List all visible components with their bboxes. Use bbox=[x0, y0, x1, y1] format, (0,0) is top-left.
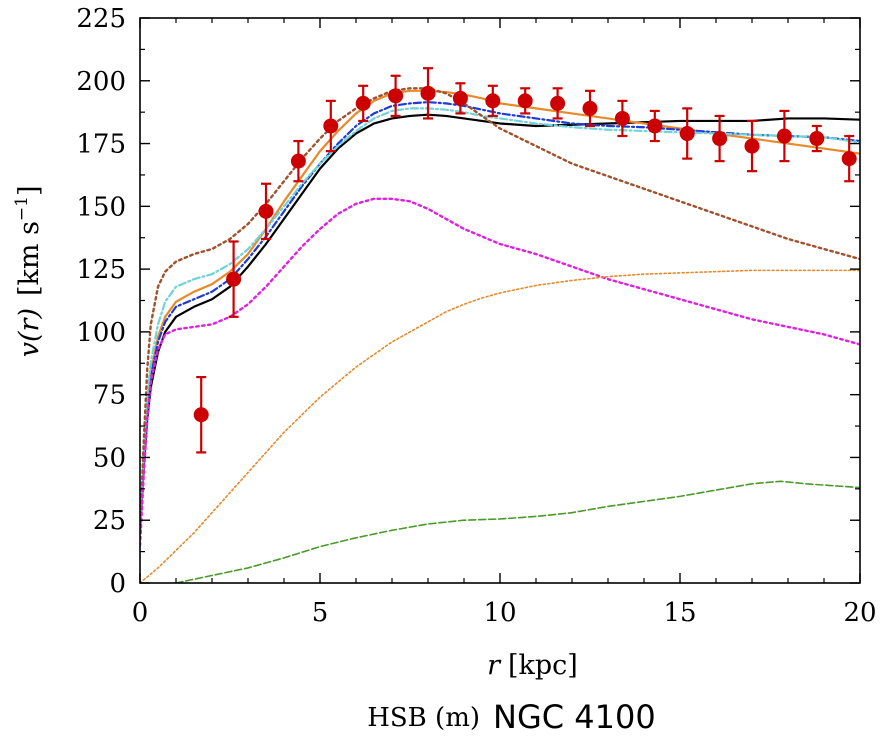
data-marker bbox=[193, 407, 209, 423]
data-marker bbox=[323, 118, 339, 134]
x-axis-var: r bbox=[487, 650, 502, 681]
y-tick-label: 25 bbox=[93, 506, 126, 536]
title-prefix: HSB (m) bbox=[367, 703, 480, 733]
y-tick-label: 125 bbox=[76, 255, 126, 285]
series-magenta_dotted bbox=[140, 197, 860, 547]
data-marker bbox=[550, 95, 566, 111]
data-point-13 bbox=[614, 99, 630, 138]
chart-title: HSB (m) NGC 4100 bbox=[367, 698, 656, 736]
data-marker bbox=[776, 128, 792, 144]
data-point-5 bbox=[355, 84, 371, 123]
data-point-10 bbox=[517, 87, 533, 115]
data-marker bbox=[517, 93, 533, 109]
x-tick-label: 0 bbox=[132, 598, 149, 628]
x-tick-label: 20 bbox=[843, 598, 876, 628]
x-axis-unit: [kpc] bbox=[508, 650, 578, 681]
data-point-6 bbox=[388, 74, 404, 118]
model-curves bbox=[140, 87, 860, 583]
data-marker bbox=[355, 95, 371, 111]
data-point-1 bbox=[226, 240, 242, 318]
svg-text:[km s−1]: [km s−1] bbox=[12, 185, 45, 296]
data-marker bbox=[388, 88, 404, 104]
data-marker bbox=[582, 100, 598, 116]
data-marker bbox=[744, 138, 760, 154]
data-marker bbox=[614, 110, 630, 126]
series-brown_dotted bbox=[140, 87, 860, 534]
y-tick-label: 75 bbox=[93, 381, 126, 411]
data-point-12 bbox=[582, 89, 598, 128]
y-tick-label: 225 bbox=[76, 4, 126, 34]
data-point-17 bbox=[744, 119, 760, 173]
data-marker bbox=[290, 153, 306, 169]
y-axis-var: v(r) bbox=[14, 308, 45, 357]
y-axis-unit-exponent: −1 bbox=[12, 196, 32, 221]
data-marker bbox=[226, 271, 242, 287]
data-marker bbox=[841, 151, 857, 167]
data-marker bbox=[712, 131, 728, 147]
y-tick-label: 50 bbox=[93, 443, 126, 473]
series-green_dashed bbox=[175, 480, 860, 583]
data-point-7 bbox=[420, 67, 436, 120]
y-tick-label: 150 bbox=[76, 192, 126, 222]
data-point-20 bbox=[841, 134, 857, 183]
series-orange_dotted bbox=[140, 269, 860, 583]
data-point-16 bbox=[712, 114, 728, 163]
data-point-2 bbox=[258, 182, 274, 241]
data-marker bbox=[420, 85, 436, 101]
data-point-8 bbox=[452, 82, 468, 115]
x-tick-label: 15 bbox=[663, 598, 696, 628]
data-point-19 bbox=[809, 124, 825, 153]
x-tick-label: 10 bbox=[483, 598, 516, 628]
y-axis-unit-close: ] bbox=[14, 185, 45, 196]
y-tick-label: 100 bbox=[76, 318, 126, 348]
x-tick-label: 5 bbox=[312, 598, 329, 628]
data-point-0 bbox=[193, 375, 209, 454]
data-point-11 bbox=[550, 87, 566, 120]
y-tick-label: 175 bbox=[76, 130, 126, 160]
data-point-4 bbox=[323, 99, 339, 153]
data-point-15 bbox=[679, 107, 695, 160]
data-marker bbox=[809, 131, 825, 147]
data-point-18 bbox=[776, 109, 792, 163]
data-marker bbox=[258, 203, 274, 219]
data-point-3 bbox=[290, 139, 306, 183]
y-axis-unit: [km s bbox=[14, 221, 45, 296]
data-marker bbox=[647, 118, 663, 134]
y-tick-label: 200 bbox=[76, 67, 126, 97]
observed-data-points bbox=[193, 67, 857, 454]
series-total_black bbox=[140, 113, 860, 533]
y-axis-label: v(r) [km s−1] bbox=[12, 185, 45, 357]
data-point-14 bbox=[647, 109, 663, 143]
data-marker bbox=[452, 90, 468, 106]
data-marker bbox=[485, 93, 501, 109]
title-main: NGC 4100 bbox=[493, 698, 656, 736]
x-axis-label: r [kpc] bbox=[487, 650, 578, 681]
data-marker bbox=[679, 126, 695, 142]
axes: 0 25 50 75 100 125 150 175 200 225 0 5 10 15 20 bbox=[76, 4, 876, 628]
data-point-9 bbox=[485, 84, 501, 118]
y-tick-label: 0 bbox=[109, 569, 126, 599]
